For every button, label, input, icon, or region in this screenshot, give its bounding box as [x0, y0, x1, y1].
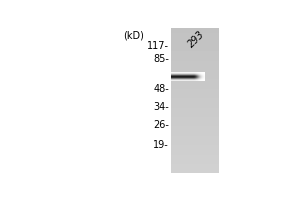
Text: 48-: 48-	[153, 84, 169, 94]
Text: 85-: 85-	[153, 54, 169, 64]
Text: 117-: 117-	[147, 41, 169, 51]
Text: 26-: 26-	[153, 120, 169, 130]
Text: 293: 293	[187, 29, 207, 49]
Text: 19-: 19-	[153, 140, 169, 150]
Text: (kD): (kD)	[124, 31, 145, 41]
Text: 34-: 34-	[153, 102, 169, 112]
